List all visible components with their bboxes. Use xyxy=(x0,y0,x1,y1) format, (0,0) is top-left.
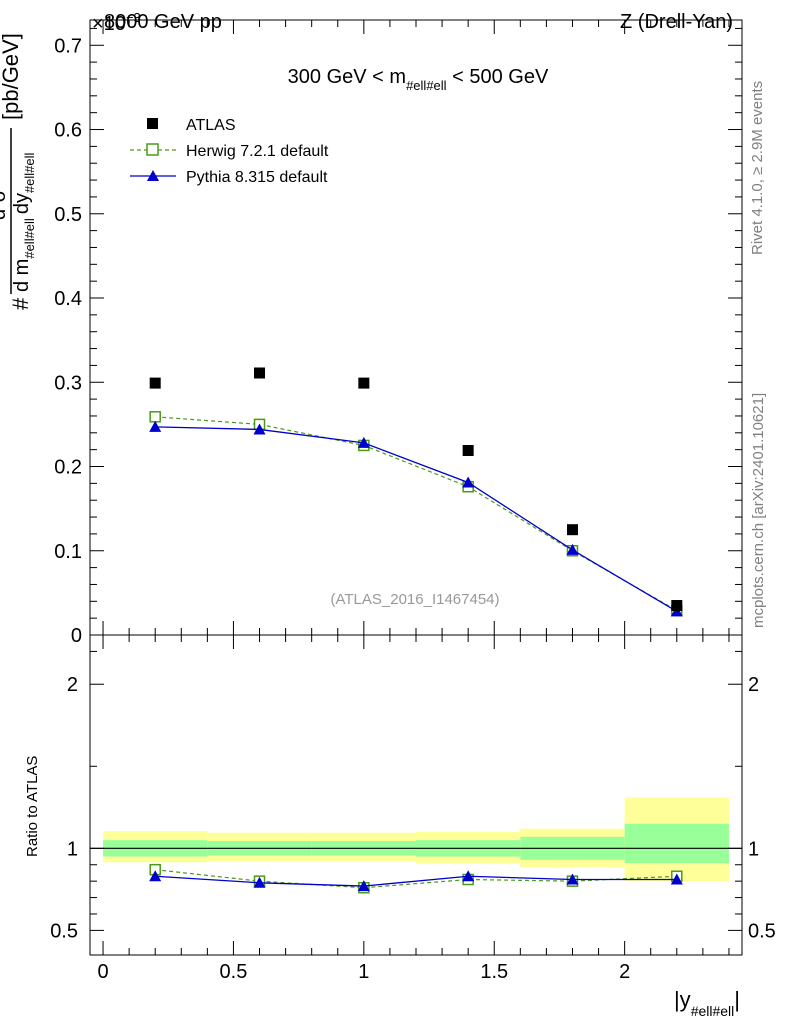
ratio-y-tick-label-right: 1 xyxy=(748,838,759,860)
legend-pythia-marker xyxy=(147,170,159,181)
main-atlas-point xyxy=(254,367,266,379)
main-herwig-point xyxy=(149,411,161,423)
main-pythia-point xyxy=(253,423,266,435)
main-pythia-line xyxy=(155,426,678,612)
main-atlas-point xyxy=(566,524,578,536)
main-atlas-point xyxy=(462,445,474,456)
y-label-unit: [pb/GeV] xyxy=(0,33,23,120)
main-y-tick-label: 0.4 xyxy=(54,288,82,310)
main-y-tick-label: 0.3 xyxy=(54,372,82,394)
ratio-pythia-point xyxy=(462,870,475,882)
ratio-y-axis-label: Ratio to ATLAS xyxy=(24,756,41,857)
main-pythia-point xyxy=(566,543,579,555)
legend-atlas-marker xyxy=(147,118,158,129)
legend: ATLAS Herwig 7.2.1 default Pythia 8.315 … xyxy=(130,117,329,186)
rivet-watermark: Rivet 4.1.0, ≥ 2.9M events xyxy=(749,81,766,255)
main-panel-title: 300 GeV < m#ell#ell < 500 GeV xyxy=(288,66,549,93)
y-label-numerator: d²σ xyxy=(0,189,10,220)
x-tick-label: 1.5 xyxy=(480,961,508,983)
main-y-tick-label: 0.1 xyxy=(54,541,82,563)
main-herwig-line xyxy=(155,416,678,612)
ratio-herwig-line xyxy=(155,869,677,889)
main-atlas-point xyxy=(358,377,370,389)
ratio-pythia-point xyxy=(357,880,370,892)
band-inner-bin xyxy=(624,823,729,864)
ratio-y-tick-label-right: 0.5 xyxy=(748,920,776,942)
main-pythia-point xyxy=(462,476,475,488)
main-y-tick-label: 0.2 xyxy=(54,457,82,479)
svg-text:#: # xyxy=(8,297,33,310)
ratio-y-tick-label: 2 xyxy=(67,674,78,696)
ratio-y-tick-label: 0.5 xyxy=(50,920,78,942)
ratio-pythia-point xyxy=(149,870,162,882)
main-series xyxy=(149,367,683,617)
main-y-axis-label: # d m#ell#elldy#ell#ell d²σ [pb/GeV] xyxy=(0,33,37,310)
legend-herwig-label: Herwig 7.2.1 default xyxy=(186,143,329,160)
exponent-label: ×10−3 xyxy=(92,10,141,35)
main-atlas-point xyxy=(671,600,683,612)
ratio-series xyxy=(149,863,683,894)
main-y-tick-label: 0.5 xyxy=(54,204,82,226)
ratio-panel-frame xyxy=(89,634,743,956)
main-y-tick-label: 0 xyxy=(71,625,82,647)
x-tick-label: 0.5 xyxy=(220,961,248,983)
legend-pythia-label: Pythia 8.315 default xyxy=(186,169,328,186)
x-axis-label: |y#ell#ell| xyxy=(674,987,740,1019)
y-label-denominator: d m#ell#elldy#ell#ell xyxy=(11,152,37,292)
main-pythia-point xyxy=(357,436,370,448)
main-atlas-point xyxy=(149,377,161,389)
analysis-label: (ATLAS_2016_I1467454) xyxy=(330,591,499,608)
ratio-pythia-line xyxy=(155,875,677,887)
main-y-tick-label: 0.6 xyxy=(54,120,82,142)
x-tick-label: 2 xyxy=(619,961,630,983)
x-tick-label: 0 xyxy=(97,961,108,983)
header-left: 8000 GeV pp xyxy=(104,11,222,33)
axis-ticks: 0 0.1 0.2 0.3 0.4 0.5 0.6 0.7 0 0.5 1 1.5 2 0.5 0.5 1 1 2… xyxy=(50,20,776,983)
ratio-uncertainty-bands xyxy=(90,797,742,882)
ratio-y-tick-label: 1 xyxy=(67,838,78,860)
main-pythia-point xyxy=(149,420,162,432)
ratio-pythia-point xyxy=(253,876,266,888)
mcplots-watermark: mcplots.cern.ch [arXiv:2401.10621] xyxy=(750,393,767,628)
ratio-pythia-point xyxy=(566,873,579,885)
legend-atlas-label: ATLAS xyxy=(186,117,236,134)
ratio-y-tick-label-right: 2 xyxy=(748,674,759,696)
main-y-tick-label: 0.7 xyxy=(54,35,82,57)
ratio-pythia-point xyxy=(670,873,683,885)
main-panel-frame xyxy=(89,19,743,636)
x-tick-label: 1 xyxy=(358,961,369,983)
legend-herwig-marker xyxy=(146,143,159,156)
